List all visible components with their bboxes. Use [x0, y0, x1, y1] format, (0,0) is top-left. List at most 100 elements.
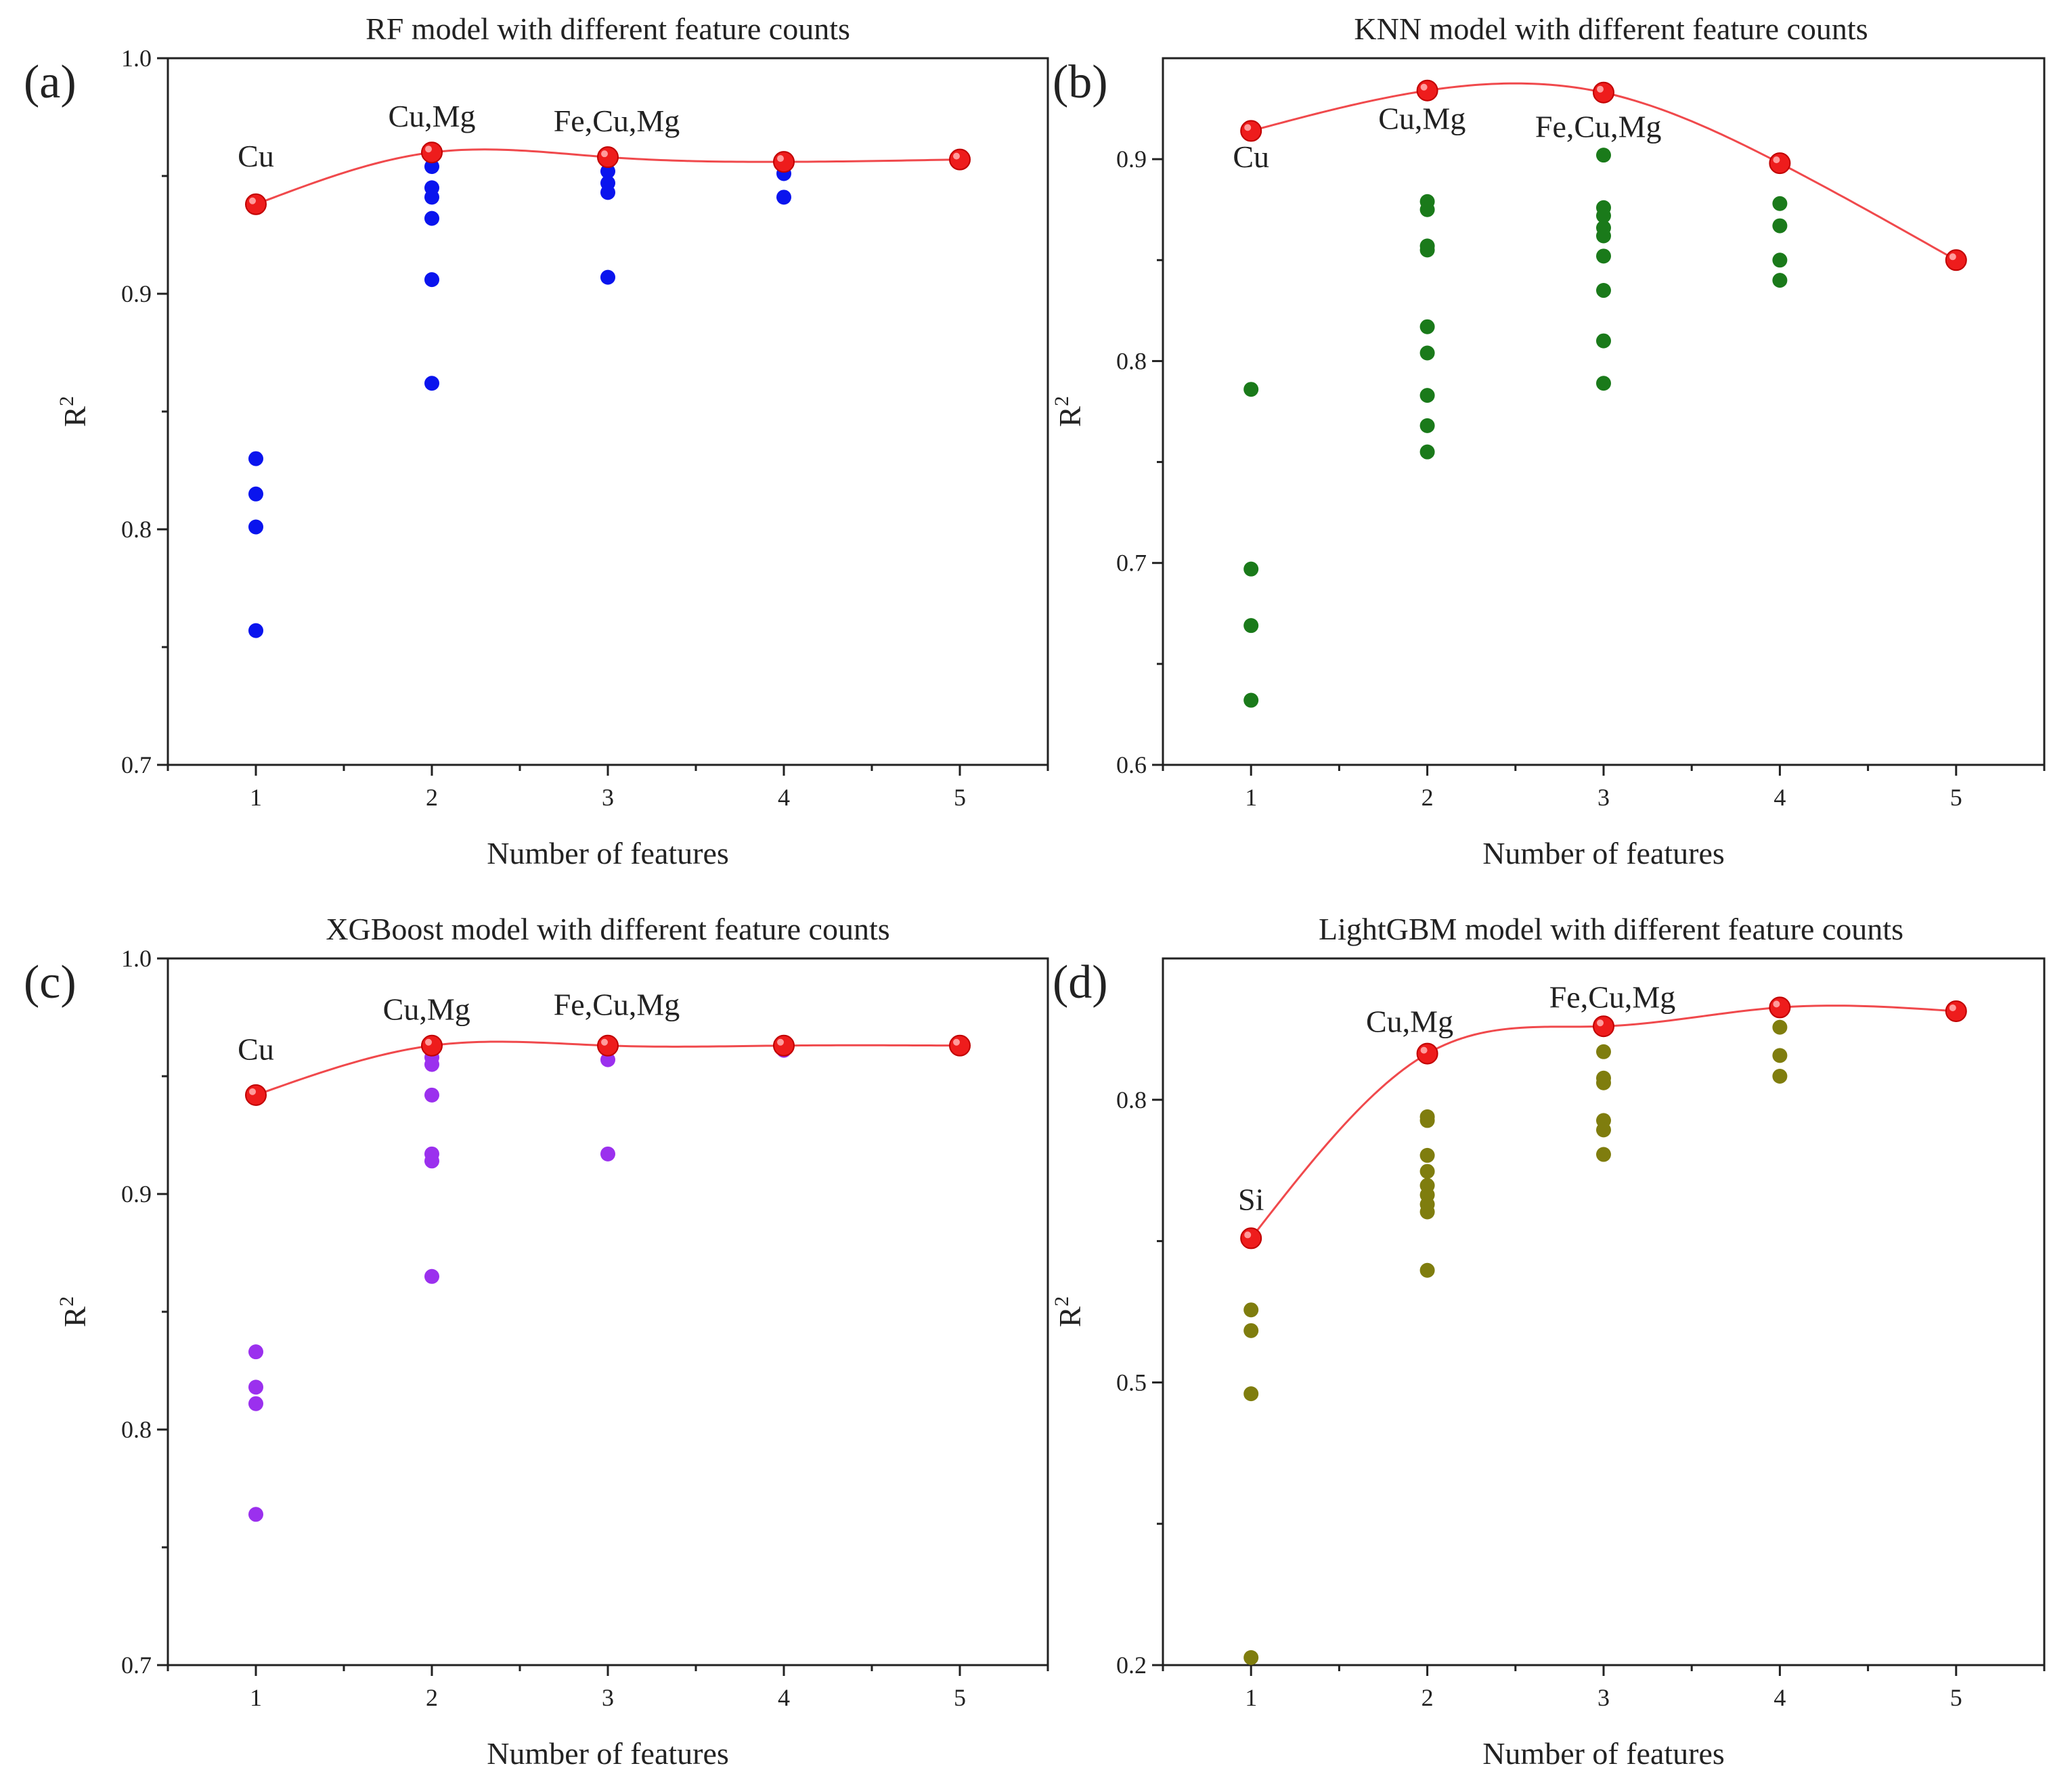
x-tick-label: 4 [1773, 784, 1786, 811]
scatter-point [600, 185, 615, 200]
best-score-highlight [601, 1038, 608, 1046]
scatter-point [248, 623, 263, 638]
scatter-point [248, 1396, 263, 1411]
scatter-point [1419, 418, 1435, 433]
best-score-point [245, 1084, 267, 1106]
scatter-point [1596, 283, 1611, 298]
y-tick-label: 0.7 [121, 751, 152, 778]
scatter-point [1596, 333, 1611, 349]
scatter-point [1419, 202, 1435, 217]
scatter-point [1419, 444, 1435, 460]
best-score-highlight [953, 152, 960, 160]
scatter-point [424, 190, 439, 205]
panel-label: (b) [1053, 56, 1108, 108]
scatter-point [1596, 1044, 1611, 1059]
best-score-point [1593, 1015, 1614, 1038]
feature-annotation: Si [1238, 1182, 1264, 1217]
x-tick-label: 3 [602, 1684, 614, 1711]
best-score-highlight [601, 150, 608, 158]
y-axis-title: R2 [56, 396, 92, 427]
x-tick-label: 5 [954, 784, 966, 811]
scatter-point [776, 190, 791, 205]
scatter-point [1596, 1147, 1611, 1162]
scatter-point [248, 451, 263, 466]
x-axis-title: Number of features [1482, 1736, 1725, 1771]
scatter-point [1243, 1302, 1259, 1318]
feature-annotation: Fe,Cu,Mg [554, 104, 680, 138]
best-score-point [1593, 81, 1614, 104]
scatter-point [424, 272, 439, 288]
x-tick-label: 2 [1421, 784, 1434, 811]
scatter-point [424, 1087, 439, 1103]
scatter-point [248, 519, 263, 535]
scatter-point [1772, 252, 1788, 268]
scatter-point [1243, 561, 1259, 577]
x-tick-label: 1 [1245, 1684, 1257, 1711]
chart-title: KNN model with different feature counts [1354, 12, 1868, 46]
scatter-point [1596, 208, 1611, 223]
scatter-point [1596, 248, 1611, 264]
x-tick-label: 2 [426, 1684, 438, 1711]
y-axis-title-superscript: 2 [1051, 1296, 1073, 1306]
best-score-point [597, 146, 619, 169]
best-score-highlight [1597, 85, 1604, 93]
best-score-highlight [249, 1088, 256, 1095]
best-score-point [1416, 1042, 1438, 1065]
y-tick-label: 0.8 [1116, 347, 1147, 374]
scatter-point [1243, 1650, 1259, 1665]
y-tick-label: 0.8 [1116, 1086, 1147, 1113]
scatter-point [1772, 218, 1788, 234]
chart-panel-3: LightGBM model with different feature co… [1051, 912, 2046, 1771]
y-tick-label: 0.2 [1116, 1652, 1147, 1679]
best-score-point [1945, 1000, 1967, 1022]
best-score-point [245, 193, 267, 215]
y-axis-title: R2 [56, 1296, 92, 1327]
x-tick-label: 1 [1245, 784, 1257, 811]
y-tick-label: 0.6 [1116, 751, 1147, 778]
best-score-highlight [1244, 124, 1252, 131]
feature-annotation: Cu,Mg [1378, 101, 1465, 135]
scatter-point [1772, 273, 1788, 288]
best-score-point [949, 148, 971, 171]
scatter-point [1596, 376, 1611, 391]
y-axis-title-base: R [1053, 406, 1087, 427]
best-score-highlight [249, 197, 256, 204]
y-axis-title-base: R [58, 406, 92, 427]
scatter-point [1772, 1069, 1788, 1084]
scatter-point [1243, 692, 1259, 708]
x-axis-title: Number of features [487, 1736, 729, 1771]
y-axis-title-superscript: 2 [56, 396, 78, 406]
scatter-point [1243, 382, 1259, 397]
scatter-point [1596, 1075, 1611, 1090]
scatter-point [424, 211, 439, 226]
best-score-point [421, 141, 443, 164]
scatter-point [424, 159, 439, 175]
chart-title: RF model with different feature counts [366, 12, 850, 46]
x-tick-label: 4 [778, 784, 790, 811]
feature-annotation: Cu [238, 139, 274, 173]
feature-annotation: Fe,Cu,Mg [554, 988, 680, 1022]
y-tick-label: 1.0 [121, 945, 152, 972]
panel-label: (a) [24, 56, 76, 108]
scatter-point [424, 376, 439, 391]
feature-annotation: Fe,Cu,Mg [1535, 109, 1662, 143]
scatter-point [600, 1146, 615, 1162]
x-tick-label: 1 [250, 1684, 262, 1711]
plot-frame [1162, 957, 2046, 1666]
y-tick-label: 0.8 [121, 1416, 152, 1443]
x-tick-label: 2 [1421, 1684, 1434, 1711]
y-axis-title: R2 [1051, 396, 1087, 427]
best-score-point [1240, 120, 1262, 142]
y-tick-label: 0.9 [121, 280, 152, 307]
best-score-highlight [1420, 1046, 1428, 1054]
best-score-highlight [1949, 1004, 1956, 1011]
scatter-point [248, 1344, 263, 1360]
best-score-highlight [1949, 253, 1956, 261]
x-tick-label: 3 [602, 784, 614, 811]
scatter-point [1243, 618, 1259, 634]
feature-annotation: Cu,Mg [383, 992, 470, 1026]
scatter-point [600, 164, 615, 179]
y-tick-label: 0.9 [1116, 146, 1147, 173]
scatter-point [1419, 319, 1435, 334]
x-tick-label: 5 [954, 1684, 966, 1711]
